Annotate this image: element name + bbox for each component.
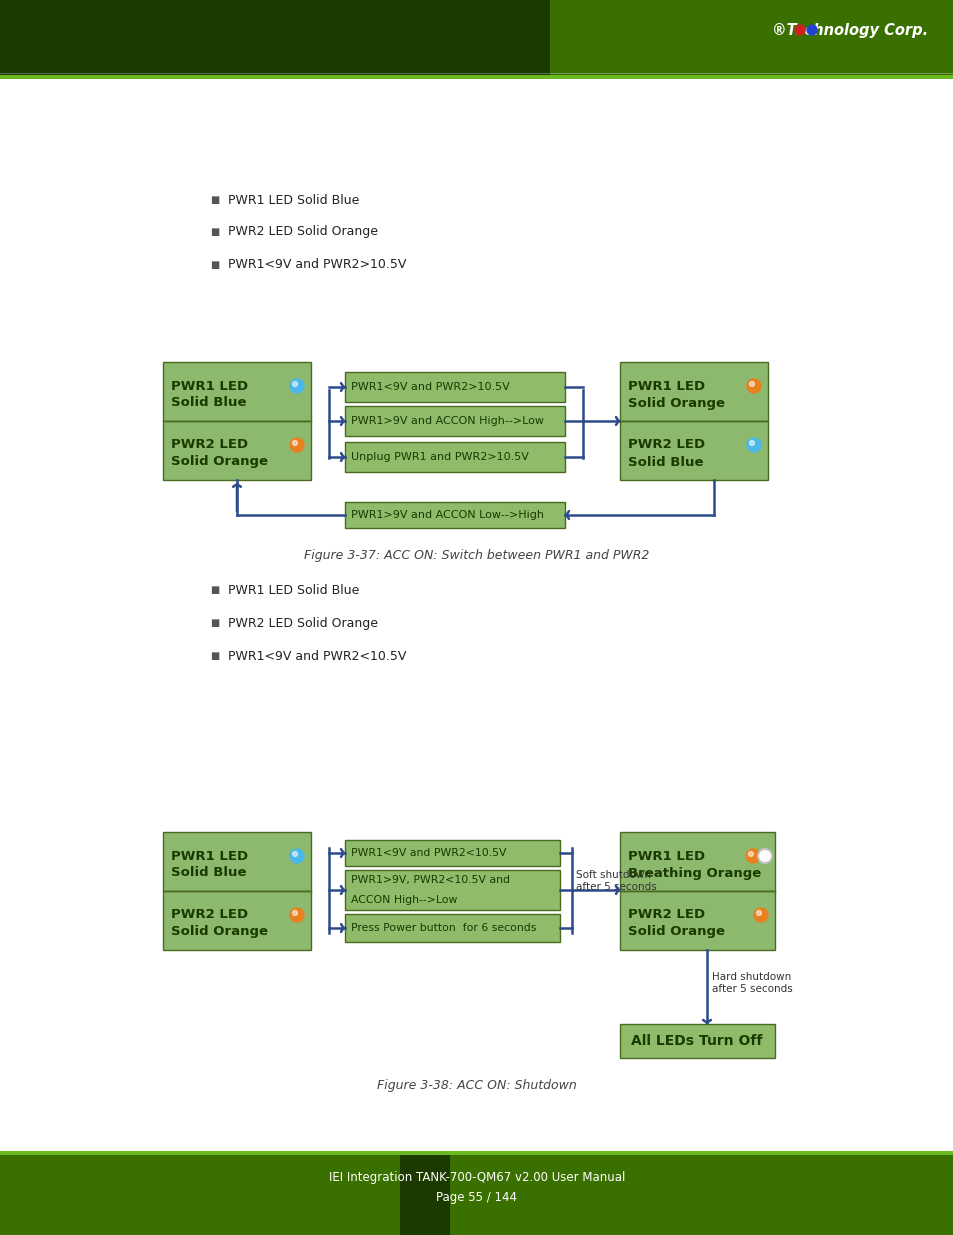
Text: Breathing Orange: Breathing Orange [627, 867, 760, 879]
Bar [0, 1155, 399, 1235]
Text: PWR1<9V and PWR2>10.5V: PWR1<9V and PWR2>10.5V [228, 258, 406, 272]
Circle shape [290, 438, 304, 452]
Polygon shape [0, 1135, 953, 1155]
Bar [0, 0, 953, 75]
Bar [163, 421, 311, 480]
Circle shape [753, 908, 767, 923]
Text: PWR2 LED: PWR2 LED [171, 438, 248, 452]
Circle shape [290, 848, 304, 863]
Text: PWR1 LED: PWR1 LED [171, 850, 248, 862]
Bar [0, 75, 953, 79]
Circle shape [746, 438, 760, 452]
Circle shape [794, 25, 804, 35]
Text: Figure 3-37: ACC ON: Switch between PWR1 and PWR2: Figure 3-37: ACC ON: Switch between PWR1… [304, 550, 649, 562]
Bar [345, 914, 559, 942]
Text: PWR2 LED Solid Orange: PWR2 LED Solid Orange [228, 226, 377, 238]
Circle shape [749, 441, 754, 446]
Text: ■: ■ [211, 651, 219, 661]
Bar [0, 1155, 953, 1235]
Bar [619, 421, 767, 480]
Text: Soft shutdown
after 5 seconds: Soft shutdown after 5 seconds [576, 869, 656, 892]
Circle shape [290, 379, 304, 393]
Text: Unplug PWR1 and PWR2>10.5V: Unplug PWR1 and PWR2>10.5V [351, 452, 528, 462]
Circle shape [293, 910, 297, 915]
Text: PWR1<9V and PWR2<10.5V: PWR1<9V and PWR2<10.5V [228, 650, 406, 662]
Text: ■: ■ [211, 585, 219, 595]
Bar [0, 1151, 953, 1155]
Bar [345, 840, 559, 866]
Text: IEI Integration TANK-700-QM67 v2.00 User Manual: IEI Integration TANK-700-QM67 v2.00 User… [329, 1171, 624, 1183]
Text: PWR1>9V and ACCON Low-->High: PWR1>9V and ACCON Low-->High [351, 510, 543, 520]
Text: PWR1 LED: PWR1 LED [627, 850, 704, 862]
Bar [345, 372, 564, 403]
Bar [163, 890, 311, 950]
Bar [163, 362, 311, 421]
Text: PWR1>9V, PWR2<10.5V and: PWR1>9V, PWR2<10.5V and [351, 876, 510, 885]
Circle shape [293, 382, 297, 387]
Bar [345, 406, 564, 436]
Text: Solid Orange: Solid Orange [627, 925, 724, 939]
Text: All LEDs Turn Off: All LEDs Turn Off [631, 1034, 761, 1049]
Text: Figure 3-38: ACC ON: Shutdown: Figure 3-38: ACC ON: Shutdown [376, 1079, 577, 1093]
Text: ■: ■ [211, 195, 219, 205]
Text: Solid Orange: Solid Orange [171, 456, 268, 468]
Bar [619, 832, 774, 890]
Text: PWR1 LED: PWR1 LED [171, 379, 248, 393]
Text: PWR1<9V and PWR2>10.5V: PWR1<9V and PWR2>10.5V [351, 382, 509, 391]
Text: Solid Blue: Solid Blue [627, 456, 702, 468]
Text: PWR1 LED: PWR1 LED [627, 379, 704, 393]
Text: Solid Blue: Solid Blue [171, 396, 246, 410]
Text: Page 55 / 144: Page 55 / 144 [436, 1191, 517, 1203]
Bar [345, 442, 564, 472]
Bar [345, 869, 559, 910]
Bar [550, 0, 953, 75]
Text: Solid Orange: Solid Orange [171, 925, 268, 939]
Bar [619, 362, 767, 421]
Circle shape [293, 441, 297, 446]
Bar [450, 1155, 953, 1235]
Circle shape [748, 852, 753, 856]
Circle shape [749, 382, 754, 387]
Text: Solid Blue: Solid Blue [171, 867, 246, 879]
Circle shape [756, 910, 760, 915]
Bar [619, 890, 774, 950]
Text: Hard shutdown
after 5 seconds: Hard shutdown after 5 seconds [711, 972, 792, 994]
Circle shape [745, 848, 760, 863]
Text: PWR2 LED: PWR2 LED [171, 909, 248, 921]
Text: ®Technology Corp.: ®Technology Corp. [771, 22, 927, 37]
Bar [163, 832, 311, 890]
Text: ■: ■ [211, 261, 219, 270]
Circle shape [293, 852, 297, 856]
Polygon shape [0, 0, 619, 75]
Text: ACCON High-->Low: ACCON High-->Low [351, 895, 456, 905]
Text: PWR1<9V and PWR2<10.5V: PWR1<9V and PWR2<10.5V [351, 848, 506, 858]
Circle shape [758, 848, 771, 863]
Circle shape [746, 379, 760, 393]
Text: Solid Orange: Solid Orange [627, 396, 724, 410]
Circle shape [290, 908, 304, 923]
Bar [345, 501, 564, 529]
Text: Press Power button  for 6 seconds: Press Power button for 6 seconds [351, 923, 536, 932]
Text: PWR2 LED: PWR2 LED [627, 909, 704, 921]
Circle shape [806, 25, 816, 35]
Text: PWR2 LED: PWR2 LED [627, 438, 704, 452]
Text: PWR1 LED Solid Blue: PWR1 LED Solid Blue [228, 583, 359, 597]
Text: ■: ■ [211, 618, 219, 629]
Text: PWR1 LED Solid Blue: PWR1 LED Solid Blue [228, 194, 359, 206]
Bar [619, 1024, 774, 1058]
Text: PWR1>9V and ACCON High-->Low: PWR1>9V and ACCON High-->Low [351, 416, 543, 426]
Text: ■: ■ [211, 227, 219, 237]
Text: PWR2 LED Solid Orange: PWR2 LED Solid Orange [228, 616, 377, 630]
